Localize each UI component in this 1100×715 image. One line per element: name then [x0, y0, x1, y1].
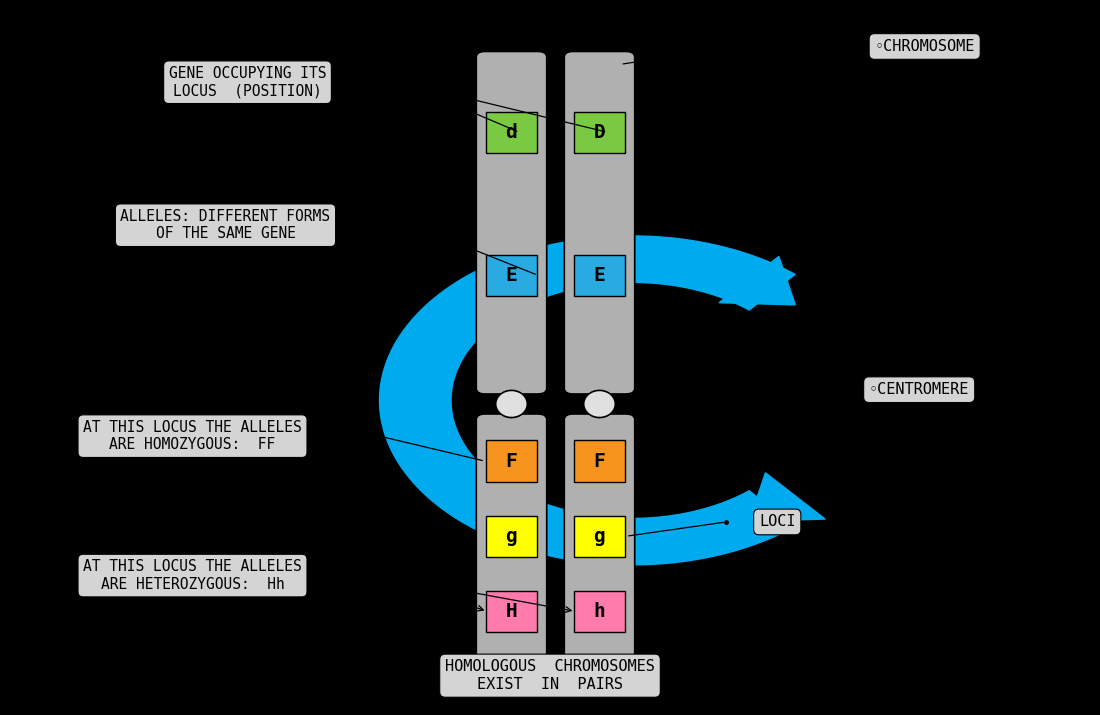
- Bar: [485, 516, 538, 557]
- Text: E: E: [506, 266, 517, 285]
- Bar: [573, 591, 626, 632]
- Bar: [573, 112, 626, 153]
- FancyBboxPatch shape: [476, 51, 547, 394]
- Text: HOMOLOGOUS  CHROMOSOMES
EXIST  IN  PAIRS: HOMOLOGOUS CHROMOSOMES EXIST IN PAIRS: [446, 659, 654, 692]
- FancyBboxPatch shape: [564, 51, 635, 394]
- Text: g: g: [506, 527, 517, 546]
- Text: F: F: [594, 452, 605, 470]
- Text: AT THIS LOCUS THE ALLELES
ARE HOMOZYGOUS:  FF: AT THIS LOCUS THE ALLELES ARE HOMOZYGOUS…: [84, 420, 301, 453]
- Text: LOCI: LOCI: [759, 515, 795, 529]
- Text: H: H: [506, 602, 517, 621]
- Bar: [485, 112, 538, 153]
- Text: E: E: [594, 266, 605, 285]
- Text: g: g: [594, 527, 605, 546]
- Text: ◦CENTROMERE: ◦CENTROMERE: [869, 383, 969, 397]
- Bar: [573, 255, 626, 296]
- Polygon shape: [379, 236, 795, 565]
- Bar: [485, 255, 538, 296]
- FancyBboxPatch shape: [564, 414, 635, 664]
- Bar: [573, 516, 626, 557]
- Polygon shape: [719, 257, 795, 305]
- Ellipse shape: [584, 390, 615, 418]
- Ellipse shape: [496, 390, 527, 418]
- Text: ◦CHROMOSOME: ◦CHROMOSOME: [874, 39, 975, 54]
- Text: AT THIS LOCUS THE ALLELES
ARE HETEROZYGOUS:  Hh: AT THIS LOCUS THE ALLELES ARE HETEROZYGO…: [84, 559, 301, 592]
- Text: GENE OCCUPYING ITS
LOCUS  (POSITION): GENE OCCUPYING ITS LOCUS (POSITION): [168, 66, 327, 99]
- Bar: [485, 591, 538, 632]
- Text: d: d: [506, 123, 517, 142]
- Bar: [485, 440, 538, 482]
- FancyBboxPatch shape: [476, 414, 547, 664]
- Text: D: D: [594, 123, 605, 142]
- Polygon shape: [749, 473, 825, 521]
- Bar: [573, 440, 626, 482]
- Text: F: F: [506, 452, 517, 470]
- Text: h: h: [594, 602, 605, 621]
- Text: ALLELES: DIFFERENT FORMS
OF THE SAME GENE: ALLELES: DIFFERENT FORMS OF THE SAME GEN…: [121, 209, 330, 242]
